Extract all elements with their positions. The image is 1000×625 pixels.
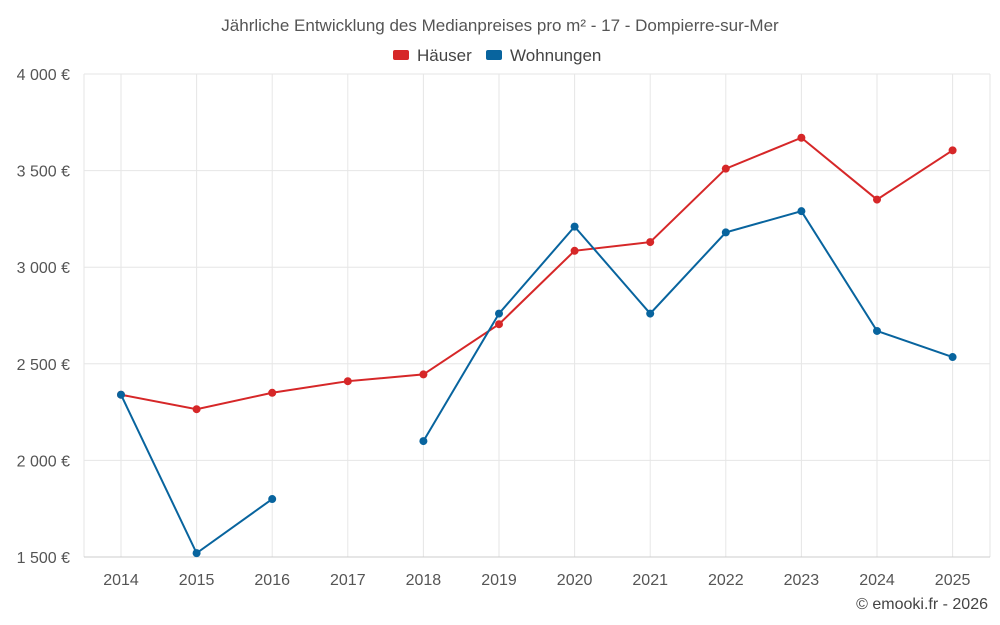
series-haeuser [117, 133, 957, 414]
y-tick-label: 4 000 € [17, 67, 70, 84]
legend: Häuser Wohnungen [393, 46, 601, 65]
series-line-haeuser [120, 136, 954, 411]
x-tick-label: 2016 [254, 572, 290, 589]
legend-label-haeuser: Häuser [417, 46, 472, 65]
x-tick-label: 2018 [406, 572, 442, 589]
y-tick-label: 3 000 € [17, 260, 70, 277]
data-point-haeuser[interactable] [646, 238, 655, 247]
data-point-wohnungen[interactable] [646, 309, 655, 318]
legend-swatch-haeuser [393, 50, 409, 60]
data-point-wohnungen[interactable] [948, 353, 957, 362]
data-point-haeuser[interactable] [948, 146, 957, 155]
x-tick-label: 2020 [557, 572, 593, 589]
data-point-wohnungen[interactable] [192, 549, 201, 558]
data-point-wohnungen[interactable] [268, 495, 277, 504]
data-point-haeuser[interactable] [797, 133, 806, 142]
data-point-wohnungen[interactable] [117, 390, 125, 399]
y-tick-label: 3 500 € [17, 164, 70, 181]
y-tick-label: 2 500 € [17, 357, 70, 374]
data-point-wohnungen[interactable] [419, 437, 428, 446]
x-tick-label: 2015 [179, 572, 215, 589]
series-line-wohnungen [422, 210, 953, 442]
legend-label-wohnungen: Wohnungen [510, 46, 601, 65]
x-tick-label: 2017 [330, 572, 366, 589]
y-tick-label: 2 000 € [17, 453, 70, 470]
x-tick-label: 2025 [935, 572, 971, 589]
data-point-wohnungen[interactable] [495, 309, 503, 318]
data-point-wohnungen[interactable] [873, 326, 881, 335]
series-wohnungen [117, 207, 957, 558]
data-point-haeuser[interactable] [268, 388, 277, 397]
y-tick-label: 1 500 € [17, 550, 70, 567]
chart-title: Jährliche Entwicklung des Medianpreises … [221, 16, 779, 35]
legend-item-haeuser[interactable]: Häuser [393, 46, 472, 65]
gridlines [83, 73, 991, 558]
series [117, 133, 957, 558]
x-tick-label: 2022 [708, 572, 744, 589]
data-point-haeuser[interactable] [721, 164, 730, 173]
legend-item-wohnungen[interactable]: Wohnungen [486, 46, 601, 65]
x-tick-label: 2019 [481, 572, 517, 589]
data-point-haeuser[interactable] [419, 370, 428, 379]
axes: 1 500 € 2 000 € 2 500 € 3 000 € 3 500 € 4 000… [17, 67, 990, 589]
data-point-wohnungen[interactable] [570, 222, 579, 231]
x-tick-label: 2021 [632, 572, 668, 589]
credit-text: © emooki.fr - 2026 [856, 596, 988, 613]
data-point-wohnungen[interactable] [797, 207, 806, 216]
data-point-haeuser[interactable] [495, 320, 503, 329]
data-point-haeuser[interactable] [343, 377, 352, 386]
x-tick-label: 2023 [784, 572, 820, 589]
data-point-haeuser[interactable] [570, 246, 579, 255]
legend-swatch-wohnungen [486, 50, 502, 60]
data-point-haeuser[interactable] [192, 405, 201, 414]
x-tick-label: 2014 [103, 572, 139, 589]
data-point-haeuser[interactable] [873, 195, 881, 204]
data-point-wohnungen[interactable] [721, 228, 730, 237]
x-tick-label: 2024 [859, 572, 895, 589]
